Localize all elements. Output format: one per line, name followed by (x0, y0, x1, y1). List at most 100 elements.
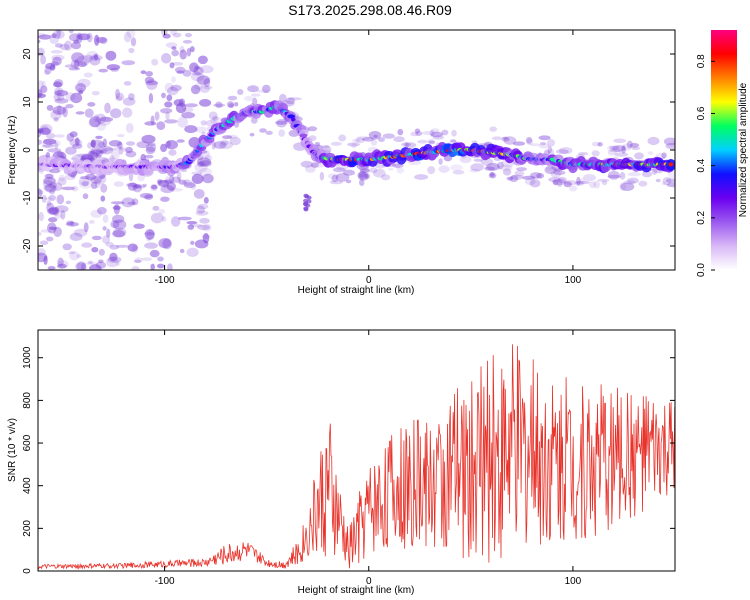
noise-blob (110, 201, 125, 205)
noise-blob (98, 68, 108, 73)
halo-blob (107, 157, 118, 162)
halo-blob (65, 146, 77, 155)
halo-blob (249, 132, 255, 137)
noise-blob (122, 107, 133, 118)
halo-blob (597, 178, 610, 182)
halo-blob (498, 164, 513, 171)
noise-blob (144, 242, 158, 249)
halo-blob (90, 139, 104, 149)
snr-frame (37, 329, 676, 572)
halo-blob (530, 143, 540, 147)
noise-blob (102, 235, 111, 244)
noise-blob (41, 194, 47, 203)
noise-blob (115, 88, 120, 99)
noise-blob (65, 92, 76, 101)
noise-blob (190, 223, 203, 228)
noise-blob (146, 79, 158, 90)
halo-blob (525, 178, 536, 186)
noise-blob (190, 183, 197, 190)
noise-blob (81, 155, 95, 160)
noise-blob (112, 205, 121, 210)
halo-blob (555, 149, 569, 154)
halo-blob (90, 176, 102, 184)
noise-blob (106, 64, 121, 71)
noise-blob (47, 207, 58, 215)
halo-blob (335, 173, 350, 182)
noise-blob (65, 200, 72, 205)
halo-blob (227, 134, 238, 139)
spur-blob (303, 202, 309, 207)
noise-blob (38, 128, 42, 138)
noise-blob (45, 132, 56, 139)
halo-blob (48, 181, 57, 189)
halo-blob (417, 139, 428, 144)
halo-blob (310, 162, 319, 168)
noise-blob (146, 229, 155, 241)
snr-y-tick-label: 800 (22, 392, 33, 409)
noise-blob (48, 194, 57, 202)
halo-blob (522, 175, 536, 180)
noise-blob (88, 260, 93, 265)
halo-blob (169, 175, 175, 184)
noise-blob (81, 262, 87, 270)
halo-blob (157, 180, 164, 185)
colorbar-tick-label: 0.4 (696, 158, 707, 172)
halo-blob (244, 95, 254, 102)
noise-blob (154, 111, 160, 121)
noise-blob (105, 50, 117, 61)
halo-blob (427, 166, 436, 175)
halo-blob (438, 165, 450, 173)
noise-blob (49, 64, 56, 71)
noise-blob (46, 202, 54, 213)
noise-blob (39, 240, 49, 246)
halo-blob (49, 139, 61, 147)
noise-blob (136, 141, 150, 149)
colorbar-tick-label: 0.0 (696, 263, 707, 277)
halo-blob (351, 142, 357, 149)
halo-blob (539, 141, 546, 146)
noise-blob (73, 39, 79, 44)
halo-blob (612, 145, 626, 152)
halo-blob (428, 140, 436, 145)
halo-blob (359, 178, 365, 187)
halo-blob (545, 164, 553, 171)
noise-blob (49, 189, 56, 195)
noise-blob (151, 184, 158, 190)
noise-blob (201, 234, 211, 239)
noise-blob (182, 39, 193, 44)
noise-blob (110, 220, 120, 229)
halo-blob (49, 168, 61, 174)
halo-blob (579, 178, 586, 184)
halo-blob (530, 172, 542, 179)
halo-blob (142, 183, 147, 187)
noise-blob (179, 248, 185, 254)
noise-blob (76, 32, 83, 44)
spectrogram-heatmap (38, 30, 675, 270)
halo-blob (547, 145, 553, 154)
ridge-core (290, 117, 296, 122)
noise-blob (140, 153, 146, 162)
halo-blob (215, 101, 223, 109)
halo-blob (396, 167, 405, 174)
noise-blob (90, 152, 100, 157)
noise-blob (68, 33, 81, 42)
spur-blob (306, 195, 312, 200)
halo-blob (247, 85, 259, 93)
snr-y-tick-label: 200 (22, 520, 33, 537)
noise-blob (54, 90, 69, 97)
spectrogram-plot-area (38, 30, 675, 270)
noise-blob (98, 150, 105, 154)
noise-blob (69, 251, 80, 261)
halo-blob (43, 184, 56, 192)
noise-blob (62, 106, 68, 118)
halo-blob (219, 141, 234, 150)
halo-blob (576, 176, 581, 186)
noise-blob (191, 173, 204, 184)
noise-blob (95, 148, 103, 158)
noise-blob (53, 226, 62, 237)
halo-blob (90, 140, 95, 148)
halo-blob (667, 170, 675, 179)
noise-blob (176, 70, 184, 74)
halo-blob (526, 136, 533, 144)
